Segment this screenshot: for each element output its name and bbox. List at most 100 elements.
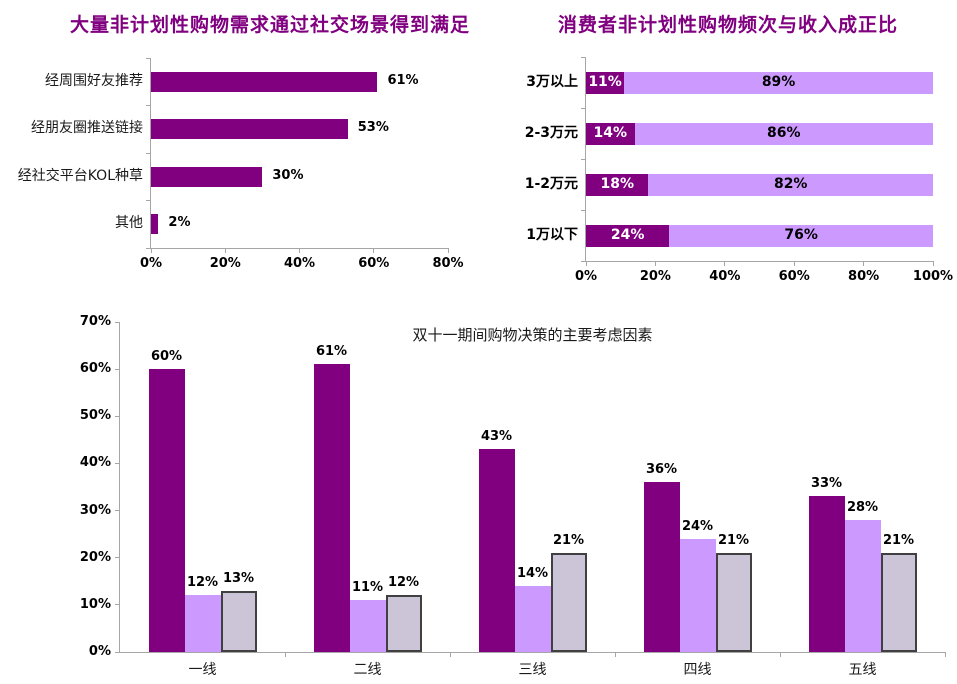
y-axis-tick xyxy=(581,209,586,211)
value-label: 53% xyxy=(357,120,389,136)
value-label: 43% xyxy=(480,429,513,445)
segment-value-label: 76% xyxy=(784,226,818,243)
y-axis-tick xyxy=(581,56,586,58)
y-axis-tick xyxy=(146,105,151,106)
value-label: 61% xyxy=(315,344,348,360)
bar-经周围好友推荐 xyxy=(151,71,378,92)
chart-decision-factors: 双十一期间购物决策的主要考虑因素 0% 10% 20% 30% 40% 50% 60% 70% 一… xyxy=(0,300,957,684)
segment-value-label: 24% xyxy=(610,226,645,243)
y-axis-tick-label: 60% xyxy=(79,361,111,377)
category-label: 经社交平台KOL种草 xyxy=(17,167,143,184)
bar-一线-series3 xyxy=(220,590,257,652)
y-axis-tick xyxy=(146,152,151,154)
x-axis-tick xyxy=(447,248,449,253)
category-label: 3万以上 xyxy=(526,73,578,90)
value-label: 36% xyxy=(645,462,678,478)
x-axis-tick xyxy=(224,248,226,253)
x-axis-tick xyxy=(793,261,795,266)
y-axis-tick-label: 50% xyxy=(79,408,111,424)
x-axis-tick xyxy=(150,248,152,253)
x-axis-tick-label: 100% xyxy=(912,269,954,284)
x-axis-tick-label: 60% xyxy=(358,256,390,271)
x-axis-tick xyxy=(284,652,286,657)
bar-一线-series2 xyxy=(184,595,221,652)
bar-segment-1-2万元-1 xyxy=(586,173,649,196)
value-label: 12% xyxy=(387,575,420,591)
chart-social-plot: 0% 20% 40% 60% 80% 经周围好友推荐 61% 经朋友圈推送链接 53% 经社交平台… xyxy=(18,57,464,271)
segment-value-label: 89% xyxy=(761,73,796,90)
y-axis-tick-label: 70% xyxy=(79,314,111,329)
bar-其他 xyxy=(151,214,159,235)
bar-segment-2-3万元-1 xyxy=(586,122,635,145)
y-axis-tick xyxy=(115,321,120,323)
x-axis-tick-label: 0% xyxy=(574,269,598,284)
bar-二线-series3 xyxy=(385,595,422,652)
segment-value-label: 86% xyxy=(767,124,801,141)
x-axis-tick xyxy=(944,652,946,657)
y-axis-tick xyxy=(581,107,586,109)
x-axis-tick xyxy=(724,261,726,266)
value-label: 12% xyxy=(186,575,219,591)
category-label: 1-2万元 xyxy=(524,175,578,192)
value-label: 21% xyxy=(882,533,915,548)
bar-五线-series2 xyxy=(844,520,881,652)
value-label: 2% xyxy=(168,215,191,231)
x-axis-tick-label: 60% xyxy=(778,269,810,284)
x-axis-tick-label: 20% xyxy=(639,269,671,284)
segment-value-label: 14% xyxy=(593,124,628,141)
chart-decision-plot: 双十一期间购物决策的主要考虑因素 0% 10% 20% 30% 40% 50% 60% 70% 一… xyxy=(80,314,946,678)
category-label: 经朋友圈推送链接 xyxy=(31,120,143,137)
bar-segment-3万以上-1 xyxy=(586,71,625,94)
value-label: 11% xyxy=(351,580,384,596)
chart-income-title: 消费者非计划性购物频次与收入成正比 xyxy=(557,14,898,36)
chart-decision-title: 双十一期间购物决策的主要考虑因素 xyxy=(412,326,653,344)
segment-value-label: 11% xyxy=(588,73,622,90)
value-label: 21% xyxy=(552,533,585,548)
x-axis-tick xyxy=(299,248,300,253)
segment-value-label: 82% xyxy=(773,175,808,192)
category-label: 三线 xyxy=(518,662,547,678)
value-label: 24% xyxy=(681,518,714,534)
y-axis-tick xyxy=(115,510,120,512)
category-label: 2-3万元 xyxy=(524,124,578,141)
category-label: 二线 xyxy=(353,662,382,678)
bar-四线-series3 xyxy=(715,553,752,652)
bar-三线-series3 xyxy=(550,553,587,652)
bar-五线-series1 xyxy=(808,496,845,652)
value-label: 14% xyxy=(516,566,549,581)
x-axis-tick xyxy=(614,652,616,657)
category-label: 其他 xyxy=(115,215,143,232)
x-axis-tick xyxy=(449,652,451,657)
segment-value-label: 18% xyxy=(600,175,634,192)
bar-二线-series2 xyxy=(349,600,386,652)
value-label: 33% xyxy=(810,476,843,492)
x-axis-tick xyxy=(932,261,934,266)
y-axis-tick xyxy=(115,415,120,417)
bar-经社交平台KOL种草 xyxy=(151,166,263,187)
chart-social-scenarios: 大量非计划性购物需求通过社交场景得到满足 0% 20% 40% 60% 80% 经周围好友… xyxy=(0,0,478,295)
y-axis-tick xyxy=(115,462,120,464)
x-axis-tick-label: 80% xyxy=(432,256,464,271)
value-label: 60% xyxy=(150,349,183,365)
category-label: 五线 xyxy=(848,662,877,678)
bar-五线-series3 xyxy=(880,553,917,652)
y-axis-tick xyxy=(115,557,120,559)
y-axis-tick xyxy=(581,158,586,160)
chart-income-plot: 0% 20% 40% 60% 80% 100% 3万以上 11% 89% 2-3万元 14% 86% 1… xyxy=(525,56,953,284)
category-label: 经周围好友推荐 xyxy=(45,72,143,89)
x-axis-tick xyxy=(585,261,587,266)
x-axis-tick xyxy=(863,261,865,266)
y-axis-tick xyxy=(115,651,120,653)
y-axis-tick-label: 20% xyxy=(79,549,111,565)
value-label: 21% xyxy=(717,533,750,548)
y-axis-tick xyxy=(146,200,151,201)
y-axis-tick xyxy=(115,368,120,370)
bar-segment-1-2万元-2 xyxy=(648,173,933,196)
x-axis-tick xyxy=(654,261,656,266)
bar-二线-series1 xyxy=(313,364,350,652)
bar-segment-1万以下-2 xyxy=(669,224,933,247)
value-label: 13% xyxy=(222,570,255,586)
value-label: 61% xyxy=(387,72,419,88)
chart-income-frequency: 消费者非计划性购物频次与收入成正比 0% 20% 40% 60% 80% 100% 3万以上… xyxy=(478,0,957,295)
